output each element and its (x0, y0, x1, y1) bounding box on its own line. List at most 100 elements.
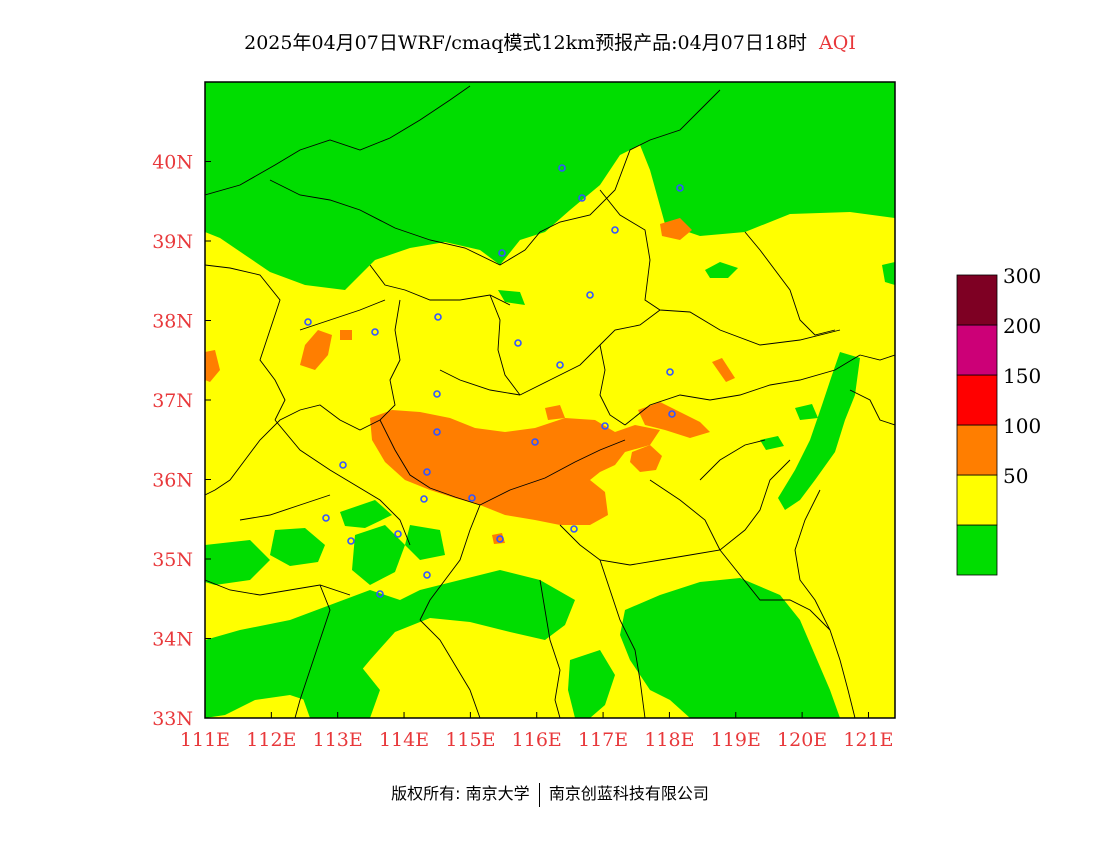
admin-boundaries (205, 85, 895, 718)
colorbar-swatch (956, 474, 998, 526)
boundary-line (205, 264, 286, 421)
aqi-good-coast (778, 352, 860, 510)
aqi-good-east-edge (882, 262, 895, 285)
city-marker (304, 318, 312, 326)
x-tick-label: 120E (777, 729, 827, 751)
aqi-usg-patch (205, 350, 220, 382)
aqi-usg-patch (545, 405, 565, 420)
coastline (744, 231, 836, 336)
copyright-line: 版权所有: 南京大学 南京创蓝科技有限公司 (0, 780, 1100, 807)
colorbar-swatch (956, 524, 998, 576)
colorbar-label: 50 (1003, 464, 1028, 488)
boundary-line (439, 369, 521, 396)
y-tick-label: 35N (152, 549, 193, 571)
x-tick-label: 112E (246, 729, 296, 751)
aqi-colorbar: 50 100 150 200 300 (956, 264, 1041, 576)
boundary-line (239, 494, 331, 521)
copyright-org2: 南京创蓝科技有限公司 (548, 784, 709, 803)
aqi-good-south-patch (270, 528, 325, 566)
y-tick-label: 37N (152, 390, 193, 412)
boundary-line (719, 549, 831, 631)
copyright-prefix: 版权所有: (391, 784, 461, 803)
city-marker (376, 590, 384, 598)
city-marker (339, 461, 347, 469)
boundary-line (274, 419, 411, 546)
coastline (849, 389, 895, 426)
aqi-good-southeast (620, 578, 840, 718)
colorbar-label: 150 (1003, 364, 1041, 388)
aqi-good-patch (760, 436, 784, 450)
aqi-usg-central-band (370, 410, 660, 525)
city-marker (578, 194, 586, 202)
aqi-good-south-patch (405, 525, 445, 560)
aqi-good-patch (795, 404, 818, 420)
boundary-line (599, 344, 626, 426)
y-tick-label: 33N (152, 708, 193, 730)
boundary-line (624, 354, 861, 426)
x-tick-label: 116E (512, 729, 562, 751)
city-marker (420, 495, 428, 503)
x-tick-label: 118E (644, 729, 694, 751)
city-marker (586, 291, 594, 299)
boundary-line (559, 459, 791, 566)
x-tick-label: 121E (843, 729, 893, 751)
boundary-line (419, 504, 481, 621)
x-tick-label: 114E (379, 729, 429, 751)
boundary-line (379, 419, 481, 506)
y-tick-label: 40N (152, 152, 193, 174)
city-marker (514, 339, 522, 347)
boundary-line (205, 85, 471, 196)
city-marker (676, 184, 684, 192)
city-marker (531, 438, 539, 446)
city-marker (558, 164, 566, 172)
city-marker (322, 514, 330, 522)
colorbar-label: 100 (1003, 414, 1041, 438)
city-marker (347, 537, 355, 545)
city-marker (666, 368, 674, 376)
y-axis: 33N 34N 35N 36N 37N 38N 39N 40N (152, 152, 211, 730)
boundary-line (205, 404, 381, 496)
aqi-good-north (205, 82, 895, 290)
city-marker (668, 410, 676, 418)
coastline (794, 489, 856, 718)
city-marker (423, 571, 431, 579)
city-marker (433, 390, 441, 398)
boundary-line (599, 559, 646, 718)
aqi-good-south-patch (352, 525, 405, 585)
variable-label: AQI (819, 32, 856, 54)
aqi-usg-patch (630, 445, 662, 472)
y-tick-label: 36N (152, 470, 193, 492)
aqi-usg-patch (340, 330, 352, 340)
colorbar-label: 200 (1003, 314, 1041, 338)
aqi-good-south-patch (568, 650, 615, 718)
colorbar-swatch (956, 424, 998, 476)
title-text: 2025年04月07日WRF/cmaq模式12km预报产品:04月07日18时 (244, 32, 808, 54)
boundary-line (205, 579, 351, 596)
boundary-line (294, 584, 331, 718)
aqi-usg-patch (660, 218, 692, 240)
city-marker (496, 535, 504, 543)
boundary-line (269, 89, 721, 266)
city-marker (611, 226, 619, 234)
x-axis: 111E 112E 113E 114E 115E 116E 117E 118E 119E 120E… (180, 712, 894, 751)
city-markers (304, 164, 684, 598)
aqi-good-patch (498, 290, 525, 305)
copyright-divider (538, 782, 540, 807)
y-tick-label: 39N (152, 231, 193, 253)
boundary-line (539, 579, 561, 718)
aqi-good-south-patch (300, 665, 380, 718)
city-marker (423, 468, 431, 476)
map-area (205, 82, 895, 718)
boundary-line (379, 299, 401, 421)
boundary-line (299, 299, 386, 331)
y-tick-label: 38N (152, 311, 193, 333)
city-marker (601, 422, 609, 430)
city-marker (570, 525, 578, 533)
x-tick-label: 115E (445, 729, 495, 751)
boundary-line (649, 479, 721, 551)
colorbar-swatch (956, 324, 998, 376)
city-marker (468, 494, 476, 502)
boundary-line (419, 619, 481, 718)
y-tick-label: 34N (152, 629, 193, 651)
aqi-good-southwest (205, 540, 270, 585)
